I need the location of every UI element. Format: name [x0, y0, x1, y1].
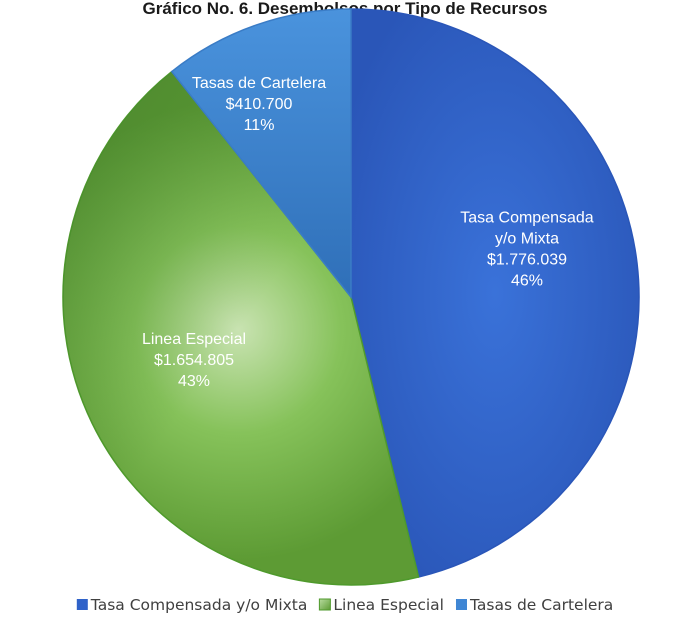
- legend-item-tasas-cartelera-swatch: [455, 599, 467, 610]
- label-tasa-compensada-line: $1.776.039: [487, 252, 567, 269]
- label-tasa-compensada-line: y/o Mixta: [495, 231, 559, 248]
- slice-linea-especial-shading: [62, 71, 419, 586]
- slice-tasa-compensada: [350, 8, 640, 578]
- slice-tasas-cartelera: [170, 8, 352, 300]
- legend-item-tasa-compensada-swatch: [76, 599, 88, 610]
- label-tasas-cartelera: Tasas de Cartelera $410.700 11%: [192, 75, 326, 134]
- legend-item-tasas-cartelera-label: Tasas de Cartelera: [469, 596, 613, 614]
- slice-labels: Tasa Compensada y/o Mixta $1.776.039 46% Lin…: [142, 75, 594, 390]
- legend-item-tasa-compensada-label: Tasa Compensada y/o Mixta: [90, 596, 308, 614]
- label-linea-especial-line: Linea Especial: [142, 331, 246, 348]
- label-tasas-cartelera-line: $410.700: [226, 96, 293, 113]
- label-linea-especial: Linea Especial $1.654.805 43%: [142, 331, 246, 390]
- label-tasa-compensada-line: Tasa Compensada: [460, 210, 594, 227]
- label-linea-especial-line: 43%: [178, 373, 210, 390]
- label-tasa-compensada: Tasa Compensada y/o Mixta $1.776.039 46%: [460, 210, 594, 290]
- legend-item-linea-especial-swatch: [318, 598, 331, 611]
- pie-slices: [62, 8, 640, 586]
- label-tasas-cartelera-line: Tasas de Cartelera: [192, 75, 326, 92]
- legend-item-linea-especial-label: Linea Especial: [333, 596, 444, 614]
- label-linea-especial-line: $1.654.805: [154, 352, 234, 369]
- label-tasa-compensada-line: 46%: [511, 273, 543, 290]
- label-tasas-cartelera-line: 11%: [244, 117, 275, 134]
- legend: Tasa Compensada y/o Mixta Linea Especial T…: [76, 596, 613, 614]
